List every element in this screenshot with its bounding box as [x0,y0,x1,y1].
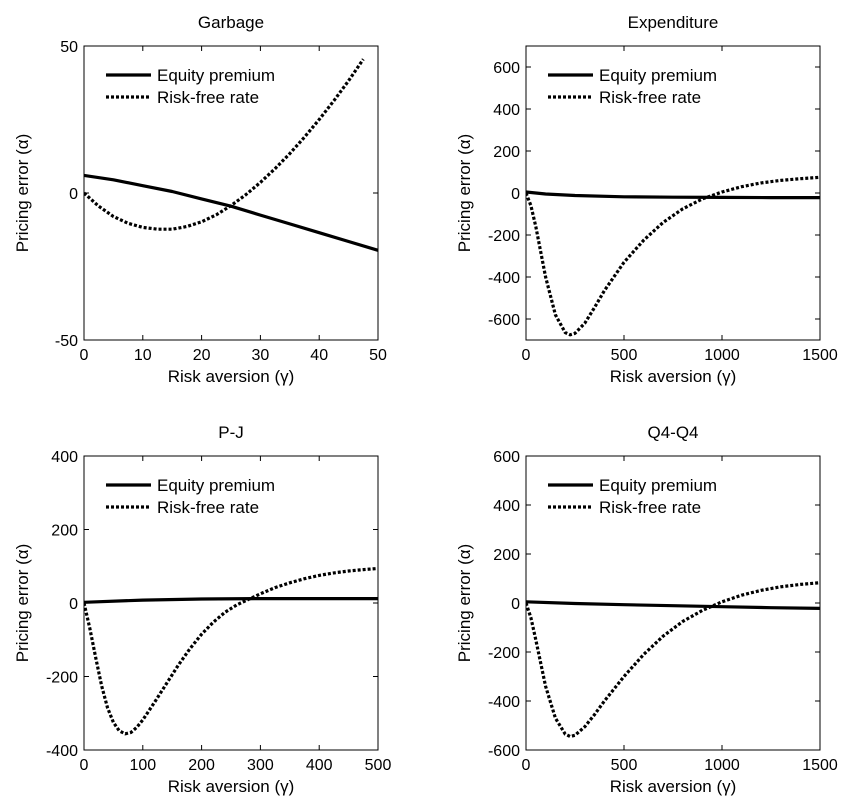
y-tick-label: 0 [511,596,520,613]
x-tick-label: 500 [611,757,638,774]
legend-label-1: Risk-free rate [157,498,259,517]
y-tick-label: -200 [46,670,78,687]
y-tick-label: -50 [55,333,78,350]
x-tick-label: 500 [611,347,638,364]
y-tick-label: 50 [60,39,78,56]
x-tick-label: 200 [188,757,215,774]
y-tick-label: -400 [488,270,520,287]
y-axis-label: Pricing error (α) [455,134,474,252]
y-axis-label: Pricing error (α) [13,544,32,662]
y-tick-label: 400 [51,449,78,466]
x-tick-label: 1000 [704,757,740,774]
series-line-0 [526,190,820,200]
series-line-1 [84,58,365,231]
series-line-1 [84,566,378,736]
x-tick-label: 20 [193,347,211,364]
legend-label-0: Equity premium [599,476,717,495]
y-tick-label: 400 [493,498,520,515]
y-tick-label: -600 [488,743,520,760]
series-line-0 [84,173,378,252]
x-tick-label: 1500 [802,347,838,364]
x-axis-label: Risk aversion (γ) [610,777,737,796]
y-axis-label: Pricing error (α) [13,134,32,252]
x-tick-label: 0 [522,757,531,774]
x-axis-label: Risk aversion (γ) [610,367,737,386]
y-tick-label: -400 [488,694,520,711]
x-tick-label: 0 [80,757,89,774]
x-tick-label: 500 [365,757,392,774]
legend-label-0: Equity premium [157,476,275,495]
legend-label-1: Risk-free rate [599,88,701,107]
chart-title: Garbage [198,13,264,32]
y-tick-label: 0 [69,186,78,203]
x-tick-label: 100 [129,757,156,774]
series-line-0 [526,600,820,610]
legend-label-0: Equity premium [599,66,717,85]
x-axis-label: Risk aversion (γ) [168,777,295,796]
y-tick-label: -400 [46,743,78,760]
legend-label-0: Equity premium [157,66,275,85]
x-tick-label: 10 [134,347,152,364]
series-line-1 [526,175,820,337]
x-axis-label: Risk aversion (γ) [168,367,295,386]
y-tick-label: 400 [493,102,520,119]
y-tick-label: -600 [488,312,520,329]
chart-panel-3: 0 500 1000 1500 -600 -400 -200 0 200 400 600 Q4-Q4 R… [455,423,838,796]
x-tick-label: 1000 [704,347,740,364]
chart-panel-2: 0 100 200 300 400 500 -400 -200 0 200 400 P-J Risk a… [13,423,391,796]
x-tick-label: 300 [247,757,274,774]
y-tick-label: -200 [488,645,520,662]
y-tick-label: 200 [51,523,78,540]
y-tick-label: 600 [493,449,520,466]
y-tick-label: 600 [493,60,520,77]
x-tick-label: 0 [522,347,531,364]
y-tick-label: -200 [488,228,520,245]
x-tick-label: 30 [252,347,270,364]
y-tick-label: 0 [69,596,78,613]
y-axis-label: Pricing error (α) [455,544,474,662]
x-tick-label: 50 [369,347,387,364]
chart-title: P-J [218,423,244,442]
x-tick-label: 0 [80,347,89,364]
legend-label-1: Risk-free rate [599,498,701,517]
x-tick-label: 1500 [802,757,838,774]
y-tick-label: 0 [511,186,520,203]
chart-panel-1: 0 500 1000 1500 -600 -400 -200 0 200 400 600 Expend… [455,13,838,386]
series-line-0 [84,596,378,604]
x-tick-label: 40 [310,347,328,364]
chart-title: Expenditure [628,13,719,32]
y-tick-label: 200 [493,144,520,161]
x-tick-label: 400 [306,757,333,774]
chart-title: Q4-Q4 [647,423,698,442]
y-tick-label: 200 [493,547,520,564]
legend-label-1: Risk-free rate [157,88,259,107]
series-line-1 [526,581,820,739]
